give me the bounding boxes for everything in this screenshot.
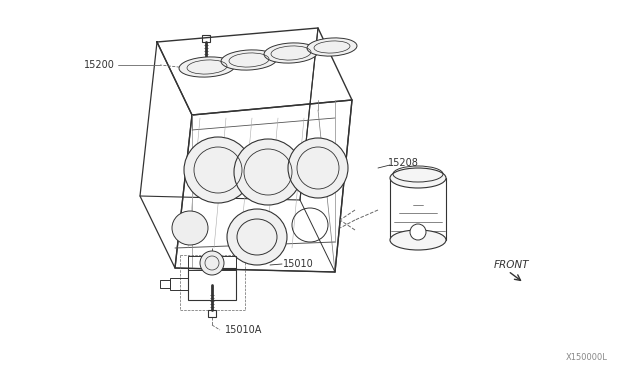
Ellipse shape (307, 38, 357, 56)
Text: 15208: 15208 (388, 158, 419, 168)
Ellipse shape (410, 224, 426, 240)
Ellipse shape (172, 211, 208, 245)
Ellipse shape (234, 139, 302, 205)
Ellipse shape (288, 138, 348, 198)
Ellipse shape (264, 43, 318, 63)
Ellipse shape (184, 137, 252, 203)
Ellipse shape (390, 168, 446, 188)
Text: X150000L: X150000L (566, 353, 608, 362)
Ellipse shape (227, 209, 287, 265)
Ellipse shape (390, 230, 446, 250)
Text: 15010: 15010 (283, 259, 314, 269)
Ellipse shape (179, 57, 235, 77)
Text: 15010A: 15010A (225, 325, 262, 335)
Text: FRONT: FRONT (494, 260, 529, 270)
Ellipse shape (200, 251, 224, 275)
Ellipse shape (221, 50, 277, 70)
Text: 15200: 15200 (84, 60, 115, 70)
